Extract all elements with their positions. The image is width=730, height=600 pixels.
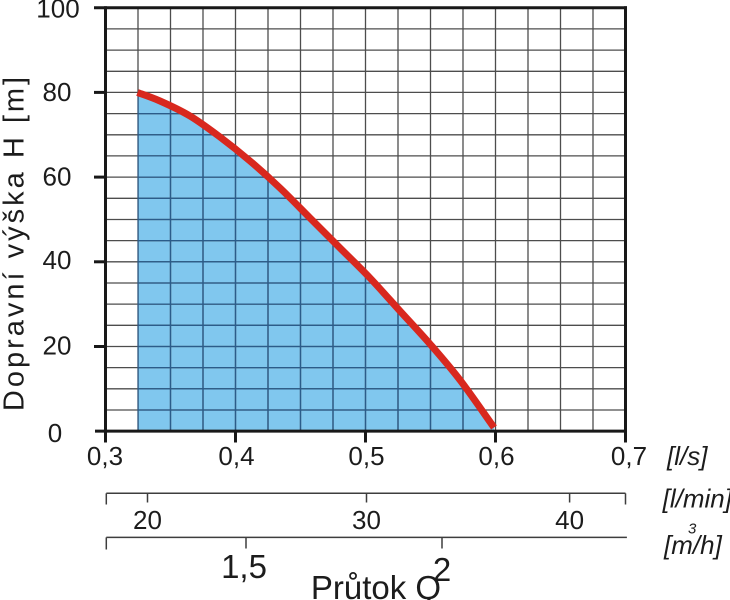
svg-text:30: 30 — [352, 505, 381, 535]
svg-text:[l/s]: [l/s] — [666, 441, 708, 471]
svg-text:0,5: 0,5 — [348, 441, 384, 471]
svg-text:[l/min]: [l/min] — [662, 484, 730, 514]
svg-text:0,6: 0,6 — [478, 441, 514, 471]
svg-text:Průtok Q: Průtok Q — [311, 569, 441, 600]
svg-text:1,5: 1,5 — [221, 548, 267, 585]
svg-text:0,7: 0,7 — [611, 441, 647, 471]
svg-text:20: 20 — [133, 505, 162, 535]
svg-text:40: 40 — [555, 505, 584, 535]
svg-text:0,4: 0,4 — [218, 441, 254, 471]
svg-text:0,3: 0,3 — [87, 441, 123, 471]
svg-text:60: 60 — [43, 162, 72, 192]
svg-text:[m/h]: [m/h] — [663, 530, 723, 560]
svg-text:Dopravní výška H [m]: Dopravní výška H [m] — [0, 74, 31, 411]
svg-text:100: 100 — [36, 0, 79, 24]
svg-text:2: 2 — [433, 551, 451, 588]
svg-text:20: 20 — [43, 331, 72, 361]
svg-text:3: 3 — [688, 521, 697, 538]
svg-text:0: 0 — [48, 418, 62, 448]
svg-text:40: 40 — [43, 245, 72, 275]
svg-text:80: 80 — [43, 77, 72, 107]
